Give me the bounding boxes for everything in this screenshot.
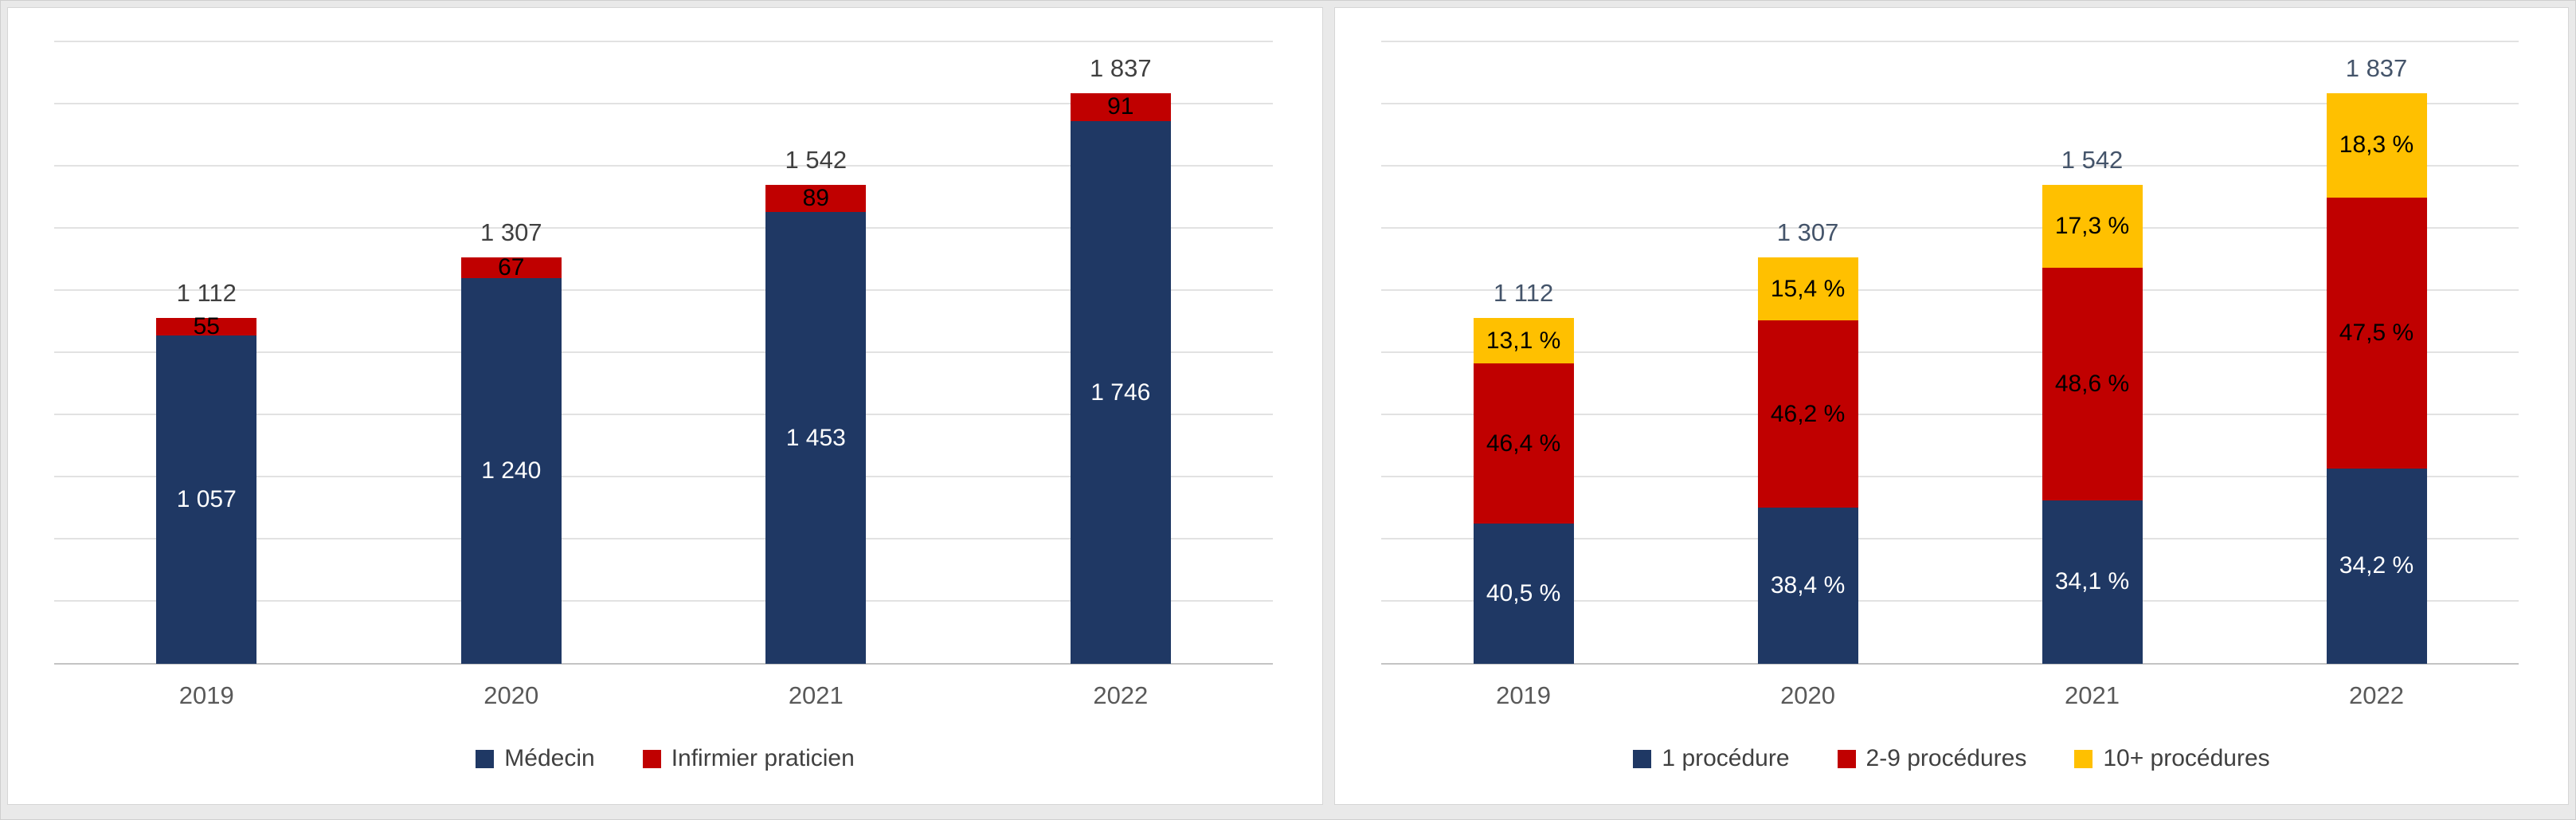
left-plot-area: 1 057 55 1 112 1 240 67 1 307 1 453 89 1 542 1 74…	[54, 41, 1274, 665]
x-axis-label: 2020	[1780, 681, 1836, 709]
gridline	[54, 351, 1274, 353]
bar-segment-10-proc-dures: 17,3 %	[2042, 184, 2143, 268]
gridline	[1381, 165, 2519, 167]
gridline	[1381, 600, 2519, 602]
bar-segment-10-proc-dures: 15,4 %	[1757, 257, 1858, 320]
left-chart-panel: 1 057 55 1 112 1 240 67 1 307 1 453 89 1 542 1 74…	[7, 7, 1324, 805]
legend-label: Infirmier praticien	[671, 745, 855, 771]
bar-segment-1-proc-dure: 40,5 %	[1473, 524, 1574, 664]
right-legend: 1 procédure 2-9 procédures 10+ procédures	[1335, 747, 2568, 771]
bar-segment-m-decin: 1 453	[765, 212, 867, 664]
gridline	[54, 227, 1274, 229]
legend-item-1-proc-dure: 1 procédure	[1633, 745, 1790, 771]
bar-segment-2-9-proc-dures: 46,2 %	[1757, 320, 1858, 508]
gridline	[1381, 103, 2519, 104]
gridline	[54, 414, 1274, 415]
legend-label: Médecin	[504, 745, 595, 771]
gridline	[54, 289, 1274, 291]
legend-label: 2-9 procédures	[1865, 745, 2027, 771]
gridline	[1381, 289, 2519, 291]
bar-segment-10-proc-dures: 18,3 %	[2326, 92, 2427, 198]
gridline	[54, 476, 1274, 477]
bar-segment-m-decin: 1 746	[1070, 121, 1171, 664]
bar-segment-m-decin: 1 240	[460, 278, 562, 664]
total-label: 1 112	[1493, 279, 1554, 308]
gridline	[1381, 227, 2519, 229]
legend-item-m-decin: Médecin	[476, 745, 595, 771]
gridline	[1381, 414, 2519, 415]
gridline	[54, 600, 1274, 602]
left-x-axis: 2019 2020 2021 2022	[54, 678, 1273, 713]
legend-swatch-icon	[476, 749, 495, 768]
total-label: 1 307	[480, 218, 542, 247]
legend-item-2-9-proc-dures: 2-9 procédures	[1837, 745, 2027, 771]
total-label: 1 542	[785, 145, 848, 174]
gridline	[1381, 351, 2519, 353]
x-axis-label: 2022	[2349, 681, 2404, 709]
x-axis-line	[1381, 663, 2519, 665]
x-axis-label: 2020	[483, 681, 539, 709]
bar-segment-infirmier-praticien: 89	[765, 184, 867, 213]
legend-item-10-proc-dures: 10+ procédures	[2074, 745, 2270, 771]
legend-swatch-icon	[2074, 749, 2093, 768]
x-axis-label: 2019	[1496, 681, 1552, 709]
bar-segment-1-proc-dure: 34,2 %	[2326, 468, 2427, 664]
x-axis-label: 2021	[2065, 681, 2120, 709]
gridline	[1381, 538, 2519, 539]
gridline	[1381, 41, 2519, 42]
total-label: 1 542	[2061, 145, 2124, 174]
bar-segment-infirmier-praticien: 67	[460, 256, 562, 280]
right-x-axis: 2019 2020 2021 2022	[1381, 678, 2519, 713]
legend-swatch-icon	[1837, 749, 1856, 768]
bar-segment-infirmier-praticien: 55	[156, 314, 257, 339]
bar-segment-infirmier-praticien: 91	[1070, 92, 1171, 122]
x-axis-label: 2021	[788, 681, 844, 709]
total-label: 1 837	[2345, 53, 2408, 82]
bar-segment-2-9-proc-dures: 46,4 %	[1473, 363, 1574, 524]
legend-label: 10+ procédures	[2103, 745, 2270, 771]
gridline	[54, 165, 1274, 167]
bar-segment-10-proc-dures: 13,1 %	[1473, 318, 1574, 364]
bar-segment-2-9-proc-dures: 48,6 %	[2042, 267, 2143, 500]
bar-segment-1-proc-dure: 38,4 %	[1757, 508, 1858, 664]
left-legend: Médecin Infirmier praticien	[8, 747, 1322, 771]
right-chart-panel: 40,5 % 46,4 % 13,1 % 1 112 38,4 % 46,2 % 15,4 …	[1334, 7, 2569, 805]
legend-item-infirmier-praticien: Infirmier praticien	[642, 745, 855, 771]
gridline	[54, 41, 1274, 42]
legend-swatch-icon	[1633, 749, 1652, 768]
x-axis-label: 2022	[1093, 681, 1149, 709]
gridline	[54, 538, 1274, 539]
total-label: 1 112	[176, 279, 237, 308]
total-label: 1 837	[1090, 53, 1152, 82]
legend-label: 1 procédure	[1662, 745, 1790, 771]
right-plot-area: 40,5 % 46,4 % 13,1 % 1 112 38,4 % 46,2 % 15,4 …	[1381, 41, 2519, 665]
bar-segment-1-proc-dure: 34,1 %	[2042, 500, 2143, 664]
x-axis-label: 2019	[178, 681, 234, 709]
x-axis-line	[54, 663, 1274, 665]
gridline	[1381, 476, 2519, 477]
legend-swatch-icon	[642, 749, 661, 768]
gridline	[54, 103, 1274, 104]
bar-segment-2-9-proc-dures: 47,5 %	[2326, 197, 2427, 469]
total-label: 1 307	[1776, 218, 1839, 247]
bar-segment-m-decin: 1 057	[156, 335, 257, 664]
